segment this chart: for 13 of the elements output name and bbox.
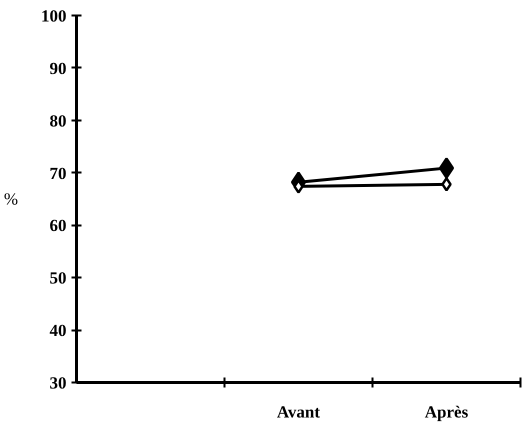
y-tick-label: 50	[50, 268, 66, 288]
point	[441, 177, 452, 192]
y-axis-title: %	[4, 190, 18, 208]
y-tick-label: 60	[50, 216, 66, 236]
y-tick-label: 70	[50, 164, 66, 183]
x-tick-label: Avant	[276, 402, 320, 422]
y-tick-label: 90	[50, 58, 66, 78]
y-tick-label: 80	[50, 111, 66, 130]
y-tick-label: 30	[50, 374, 66, 392]
y-tick-label: 40	[50, 321, 66, 340]
point	[438, 157, 454, 179]
x-tick-label: Après	[424, 402, 469, 422]
y-tick-label: 100	[41, 6, 66, 26]
